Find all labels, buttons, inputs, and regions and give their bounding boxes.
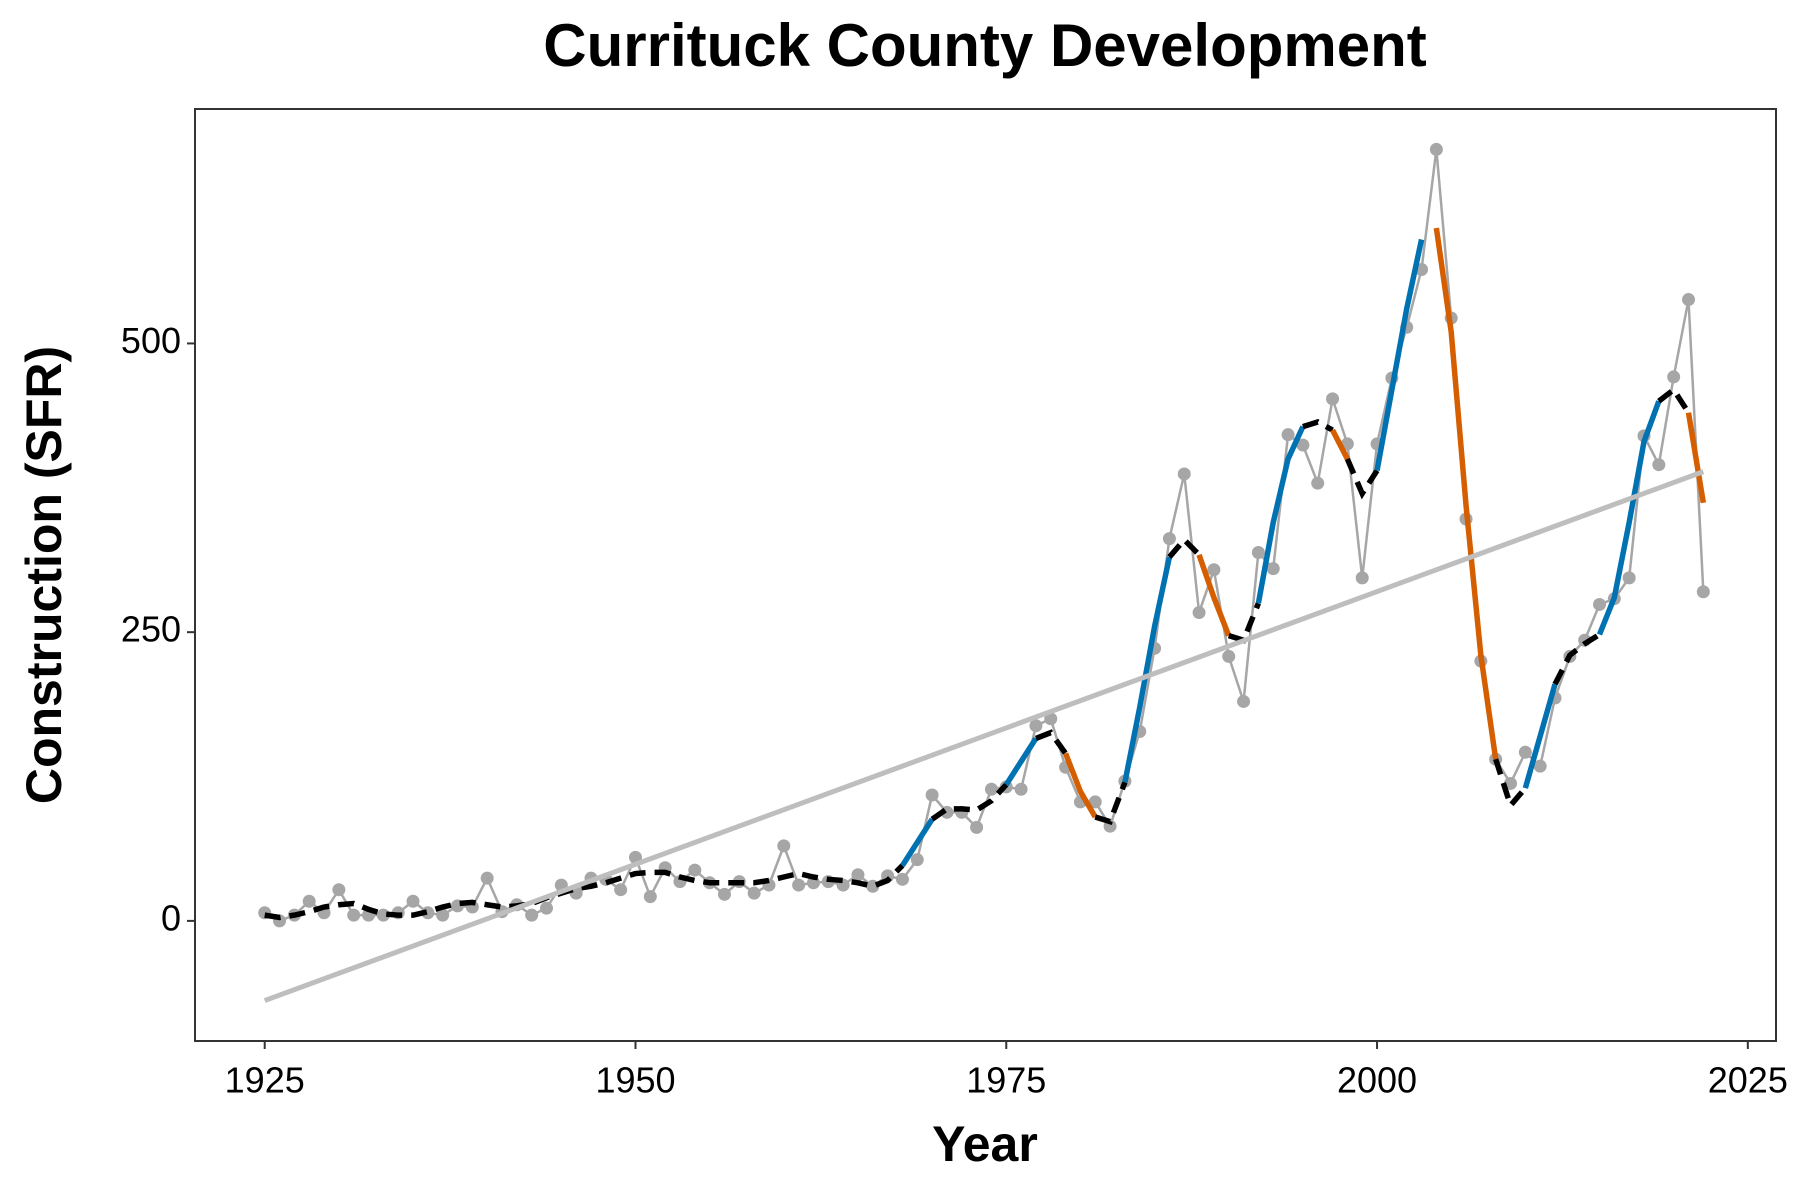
data-point <box>895 872 909 886</box>
smooth-segment <box>1063 752 1098 819</box>
data-point <box>851 868 865 882</box>
x-tick-label: 2025 <box>1708 1060 1788 1101</box>
data-point <box>643 890 657 904</box>
data-point <box>614 883 628 897</box>
data-point <box>1088 795 1102 809</box>
data-point <box>792 878 806 892</box>
data-point <box>302 894 316 908</box>
data-point <box>1281 428 1295 442</box>
x-axis-title: Year <box>932 1116 1038 1172</box>
data-point <box>925 788 939 802</box>
data-point <box>1652 458 1666 472</box>
y-tick-label: 250 <box>121 609 181 650</box>
x-tick-label: 1975 <box>966 1060 1046 1101</box>
data-point <box>539 901 553 915</box>
smooth-segment <box>264 863 905 921</box>
data-point <box>970 820 984 834</box>
data-point <box>1681 293 1695 307</box>
data-point <box>480 871 494 885</box>
trend-line <box>263 469 1705 1003</box>
data-point <box>1162 532 1176 546</box>
data-point <box>1296 438 1310 452</box>
data-point <box>1622 571 1636 585</box>
data-point <box>1518 745 1532 759</box>
data-point <box>1355 571 1369 585</box>
plot-frame <box>194 108 1777 1042</box>
smooth-segment <box>1196 553 1232 637</box>
smooth-segment <box>1344 457 1380 500</box>
y-tick-label: 0 <box>161 897 181 938</box>
y-axis-title: Construction (SFR) <box>16 346 72 804</box>
smooth-segment <box>1552 632 1601 686</box>
data-point <box>347 908 361 922</box>
smooth-segment <box>1094 781 1128 825</box>
data-point <box>1266 562 1280 576</box>
x-tick-label: 1925 <box>225 1060 305 1101</box>
smooth-segment <box>1003 736 1039 787</box>
data-point <box>436 908 450 922</box>
smooth-segment <box>1433 227 1499 760</box>
data-point <box>1251 545 1265 559</box>
data-point <box>688 863 702 877</box>
data-point <box>1222 649 1236 663</box>
smooth-segment <box>1167 535 1202 559</box>
data-point <box>984 782 998 796</box>
smooth-segment <box>1685 412 1707 504</box>
data-point <box>1593 597 1607 611</box>
data-point <box>406 894 420 908</box>
smooth-segment <box>1034 729 1068 756</box>
data-point <box>1177 467 1191 481</box>
data-point <box>1326 392 1340 406</box>
smooth-segment <box>1255 425 1306 604</box>
data-point <box>747 886 761 900</box>
data-point <box>1192 606 1206 620</box>
data-point <box>910 853 924 867</box>
data-point <box>1237 694 1251 708</box>
data-point <box>421 906 435 920</box>
data-point <box>1667 370 1681 384</box>
chart-title: Currituck County Development <box>543 12 1426 79</box>
y-tick-label: 500 <box>121 320 181 361</box>
smooth-segment <box>900 817 935 867</box>
data-point <box>1029 719 1043 733</box>
smooth-segment <box>1374 238 1425 471</box>
smooth-segment <box>1596 400 1662 636</box>
data-point <box>332 883 346 897</box>
data-point <box>1311 476 1325 490</box>
data-point <box>525 908 539 922</box>
smooth-segment <box>1657 385 1691 415</box>
data-point <box>717 887 731 901</box>
data-point <box>1014 782 1028 796</box>
data-point <box>1044 712 1058 726</box>
x-tick-label: 2000 <box>1337 1060 1417 1101</box>
data-point <box>1533 759 1547 773</box>
smooth-segment <box>1522 683 1558 789</box>
smooth-segment <box>1493 758 1528 811</box>
smooth-segment <box>930 782 1009 822</box>
data-point <box>1429 142 1443 156</box>
data-point <box>777 839 791 853</box>
smooth-segment <box>1122 556 1173 783</box>
data-point <box>1696 585 1710 599</box>
data-point <box>1207 563 1221 577</box>
x-tick-label: 1950 <box>595 1060 675 1101</box>
smooth-segment <box>1302 419 1334 433</box>
smooth-segment <box>1330 428 1350 461</box>
